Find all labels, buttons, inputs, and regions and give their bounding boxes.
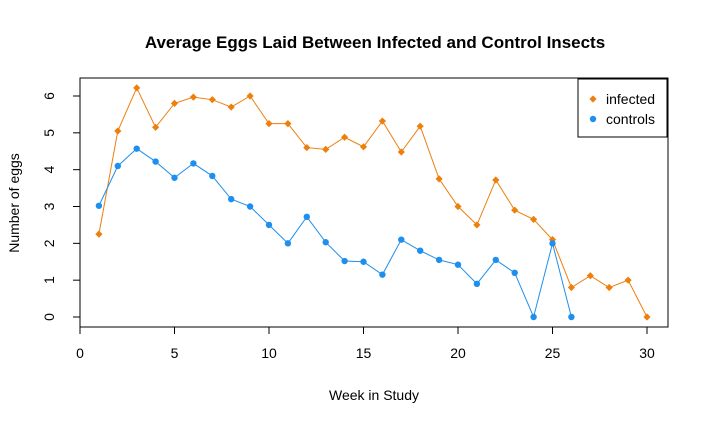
data-point-controls — [152, 158, 159, 165]
data-point-controls — [589, 115, 597, 123]
data-point-controls — [265, 221, 273, 229]
legend-item-infected: infected — [589, 91, 655, 107]
x-tick-label: 15 — [356, 345, 372, 361]
x-axis-label: Week in Study — [329, 387, 419, 403]
data-point-controls — [511, 269, 518, 276]
data-point-infected — [643, 313, 651, 321]
data-point-infected — [227, 103, 235, 111]
data-point-controls — [228, 195, 235, 203]
x-tick-label: 10 — [261, 345, 277, 361]
data-point-controls — [246, 203, 254, 210]
data-point-infected — [95, 230, 103, 238]
data-point-controls — [341, 257, 348, 265]
data-point-controls — [454, 261, 462, 268]
data-point-controls — [492, 256, 499, 264]
data-point-infected — [359, 143, 368, 151]
data-point-infected — [397, 148, 405, 156]
x-tick-label: 25 — [545, 345, 561, 361]
data-point-infected — [322, 145, 330, 154]
data-point-controls — [133, 145, 140, 152]
legend-label: infected — [606, 91, 655, 107]
data-point-infected — [170, 99, 179, 107]
data-point-infected — [114, 127, 122, 135]
data-point-controls — [303, 213, 310, 221]
series-line-infected — [98, 86, 648, 318]
data-point-infected — [284, 120, 292, 128]
data-point-infected — [473, 221, 481, 229]
data-point-controls — [171, 174, 178, 181]
y-axis: 0 1 2 3 4 5 6 — [41, 92, 81, 321]
legend: infected controls — [577, 78, 668, 138]
data-point-controls — [209, 172, 216, 180]
series-infected — [95, 84, 651, 321]
data-point-infected — [492, 176, 500, 184]
y-axis-label: Number of eggs — [6, 153, 22, 253]
data-point-infected — [378, 117, 386, 125]
series-line-controls — [98, 148, 572, 319]
data-point-infected — [567, 283, 575, 292]
y-tick-label: 6 — [41, 92, 57, 100]
y-tick-label: 2 — [41, 239, 57, 247]
legend-box — [577, 78, 668, 138]
data-point-controls — [360, 258, 367, 265]
data-point-infected — [416, 122, 424, 130]
data-point-controls — [530, 313, 537, 321]
data-point-infected — [511, 206, 519, 214]
data-point-infected — [152, 123, 160, 131]
data-point-controls — [114, 162, 122, 170]
data-point-infected — [454, 202, 462, 211]
legend-label: controls — [606, 111, 655, 127]
data-point-infected — [303, 143, 311, 152]
data-point-controls — [190, 160, 197, 167]
data-point-controls — [398, 236, 405, 243]
series-controls — [95, 145, 575, 321]
data-point-infected — [133, 84, 141, 92]
y-tick-label: 5 — [41, 129, 57, 137]
data-point-infected — [189, 93, 197, 101]
data-point-infected — [341, 133, 349, 141]
y-tick-label: 1 — [41, 276, 57, 284]
data-point-controls — [473, 280, 481, 288]
data-point-infected — [435, 175, 443, 183]
legend-item-controls: controls — [589, 111, 655, 127]
x-tick-label: 30 — [639, 345, 655, 361]
data-point-infected — [208, 96, 216, 104]
data-point-controls — [417, 247, 424, 254]
y-tick-label: 3 — [41, 202, 57, 210]
data-point-infected — [589, 95, 597, 103]
chart-title: Average Eggs Laid Between Infected and C… — [145, 33, 605, 52]
data-point-controls — [322, 239, 329, 246]
data-point-infected — [624, 276, 632, 284]
x-tick-label: 0 — [76, 345, 84, 361]
data-point-controls — [284, 240, 292, 247]
data-point-infected — [246, 92, 254, 100]
data-point-controls — [568, 313, 575, 321]
data-point-controls — [379, 271, 386, 278]
data-point-controls — [549, 240, 556, 247]
data-point-infected — [530, 215, 538, 223]
y-tick-label: 4 — [41, 166, 57, 174]
x-tick-label: 20 — [450, 345, 466, 361]
x-axis: 0 5 10 15 20 25 30 — [76, 326, 655, 361]
data-point-infected — [586, 272, 594, 280]
data-point-controls — [95, 202, 103, 209]
data-point-infected — [265, 120, 273, 128]
series-layer — [95, 84, 651, 321]
data-point-controls — [435, 256, 443, 264]
data-point-infected — [605, 283, 613, 292]
y-tick-label: 0 — [41, 313, 57, 321]
x-tick-label: 5 — [171, 345, 179, 361]
